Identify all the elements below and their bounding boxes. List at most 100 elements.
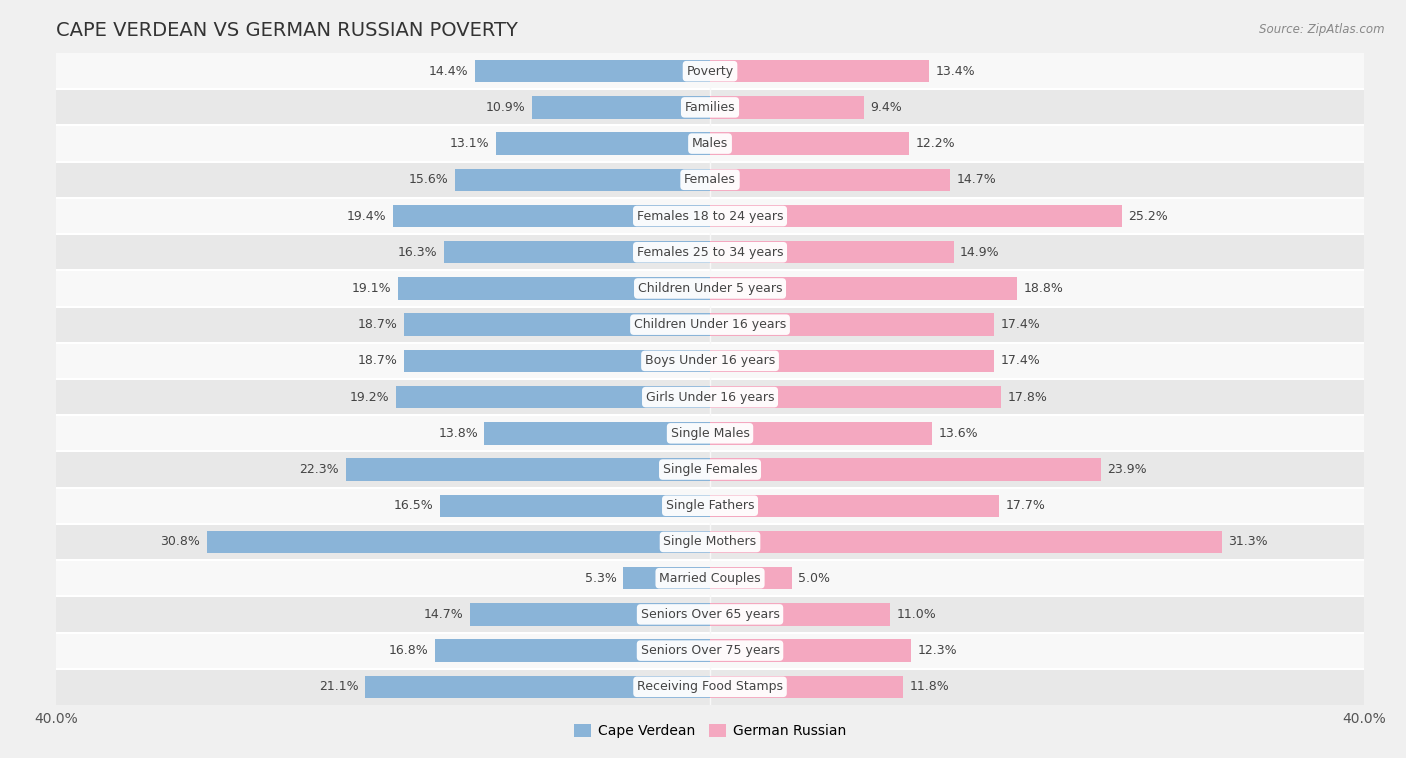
Bar xyxy=(710,96,863,118)
Text: 13.8%: 13.8% xyxy=(439,427,478,440)
Bar xyxy=(207,531,710,553)
Bar xyxy=(56,343,1364,379)
Bar xyxy=(710,314,994,336)
Bar xyxy=(56,306,1364,343)
Text: 15.6%: 15.6% xyxy=(409,174,449,186)
Bar xyxy=(710,675,903,698)
Text: 10.9%: 10.9% xyxy=(485,101,526,114)
Text: Females 18 to 24 years: Females 18 to 24 years xyxy=(637,209,783,223)
Bar xyxy=(405,314,710,336)
Bar xyxy=(710,640,911,662)
Bar xyxy=(392,205,710,227)
Bar xyxy=(56,560,1364,597)
Bar xyxy=(710,168,950,191)
Bar xyxy=(710,494,1000,517)
Bar xyxy=(56,415,1364,452)
Text: Females: Females xyxy=(685,174,735,186)
Text: 22.3%: 22.3% xyxy=(299,463,339,476)
Text: Boys Under 16 years: Boys Under 16 years xyxy=(645,355,775,368)
Text: 17.8%: 17.8% xyxy=(1008,390,1047,403)
Bar xyxy=(710,60,929,83)
Bar xyxy=(436,640,710,662)
Bar xyxy=(470,603,710,625)
Bar xyxy=(346,459,710,481)
Bar xyxy=(398,277,710,299)
Text: 14.4%: 14.4% xyxy=(429,64,468,77)
Bar xyxy=(56,126,1364,161)
Bar xyxy=(710,349,994,372)
Text: 9.4%: 9.4% xyxy=(870,101,903,114)
Text: Receiving Food Stamps: Receiving Food Stamps xyxy=(637,681,783,694)
Text: Children Under 16 years: Children Under 16 years xyxy=(634,318,786,331)
Bar xyxy=(710,133,910,155)
Text: 11.8%: 11.8% xyxy=(910,681,949,694)
Bar xyxy=(710,277,1018,299)
Text: 18.8%: 18.8% xyxy=(1024,282,1064,295)
Bar xyxy=(56,198,1364,234)
Text: Males: Males xyxy=(692,137,728,150)
Text: 19.2%: 19.2% xyxy=(350,390,389,403)
Text: Single Mothers: Single Mothers xyxy=(664,535,756,549)
Text: 17.4%: 17.4% xyxy=(1001,355,1040,368)
Text: 16.5%: 16.5% xyxy=(394,500,434,512)
Text: 13.6%: 13.6% xyxy=(939,427,979,440)
Text: Source: ZipAtlas.com: Source: ZipAtlas.com xyxy=(1260,23,1385,36)
Text: 25.2%: 25.2% xyxy=(1129,209,1168,223)
Text: 17.7%: 17.7% xyxy=(1005,500,1046,512)
Text: 13.4%: 13.4% xyxy=(935,64,976,77)
Bar xyxy=(485,422,710,444)
Bar xyxy=(56,487,1364,524)
Text: Poverty: Poverty xyxy=(686,64,734,77)
Bar xyxy=(366,675,710,698)
Text: Single Females: Single Females xyxy=(662,463,758,476)
Bar xyxy=(56,669,1364,705)
Bar xyxy=(623,567,710,590)
Bar xyxy=(710,531,1222,553)
Text: Families: Families xyxy=(685,101,735,114)
Bar xyxy=(56,161,1364,198)
Text: CAPE VERDEAN VS GERMAN RUSSIAN POVERTY: CAPE VERDEAN VS GERMAN RUSSIAN POVERTY xyxy=(56,21,519,40)
Text: 31.3%: 31.3% xyxy=(1229,535,1268,549)
Text: 30.8%: 30.8% xyxy=(160,535,200,549)
Bar xyxy=(56,234,1364,271)
Bar xyxy=(710,459,1101,481)
Bar xyxy=(710,241,953,264)
Bar xyxy=(405,349,710,372)
Text: 11.0%: 11.0% xyxy=(897,608,936,621)
Text: 17.4%: 17.4% xyxy=(1001,318,1040,331)
Bar xyxy=(440,494,710,517)
Bar xyxy=(456,168,710,191)
Text: 13.1%: 13.1% xyxy=(450,137,489,150)
Text: 18.7%: 18.7% xyxy=(359,318,398,331)
Bar xyxy=(531,96,710,118)
Text: Females 25 to 34 years: Females 25 to 34 years xyxy=(637,246,783,258)
Text: 14.7%: 14.7% xyxy=(957,174,997,186)
Text: 19.1%: 19.1% xyxy=(352,282,391,295)
Text: Single Males: Single Males xyxy=(671,427,749,440)
Text: 16.3%: 16.3% xyxy=(398,246,437,258)
Text: Seniors Over 65 years: Seniors Over 65 years xyxy=(641,608,779,621)
Text: 21.1%: 21.1% xyxy=(319,681,359,694)
Text: 14.9%: 14.9% xyxy=(960,246,1000,258)
Bar xyxy=(56,524,1364,560)
Bar xyxy=(56,632,1364,669)
Bar xyxy=(56,597,1364,632)
Text: Seniors Over 75 years: Seniors Over 75 years xyxy=(641,644,779,657)
Text: Single Fathers: Single Fathers xyxy=(666,500,754,512)
Text: 19.4%: 19.4% xyxy=(347,209,387,223)
Bar xyxy=(444,241,710,264)
Bar xyxy=(710,386,1001,409)
Text: 16.8%: 16.8% xyxy=(389,644,429,657)
Bar xyxy=(56,271,1364,306)
Text: 5.3%: 5.3% xyxy=(585,572,617,584)
Text: 12.3%: 12.3% xyxy=(918,644,957,657)
Text: 23.9%: 23.9% xyxy=(1107,463,1147,476)
Bar xyxy=(56,89,1364,126)
Bar xyxy=(56,379,1364,415)
Legend: Cape Verdean, German Russian: Cape Verdean, German Russian xyxy=(568,719,852,744)
Bar xyxy=(396,386,710,409)
Bar xyxy=(710,567,792,590)
Text: Children Under 5 years: Children Under 5 years xyxy=(638,282,782,295)
Bar xyxy=(475,60,710,83)
Text: 18.7%: 18.7% xyxy=(359,355,398,368)
